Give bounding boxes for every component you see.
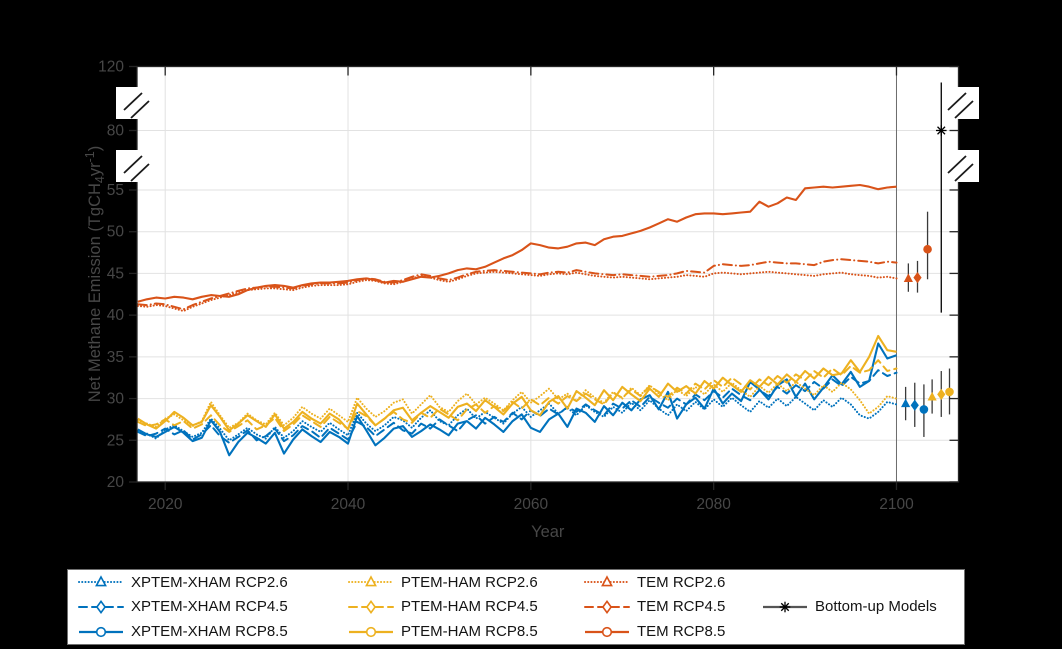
y-tick-label: 40 <box>107 307 125 324</box>
y-tick-label: 120 <box>98 59 124 76</box>
legend-label: TEM RCP8.5 <box>637 623 726 641</box>
legend-column-2: PTEM-HAM RCP2.6 PTEM-HAM RCP4.5 PTEM-HAM R… <box>348 570 538 644</box>
legend-line-sample <box>584 575 630 587</box>
legend-line-sample <box>78 575 124 587</box>
legend-item-TEM-RCP8-5: TEM RCP8.5 <box>584 619 725 644</box>
series-line-PTEM-HAM-RCP2-6 <box>136 380 898 429</box>
legend-column-1: XPTEM-XHAM RCP2.6 XPTEM-XHAM RCP4.5 XPTEM-… <box>78 570 288 644</box>
legend-line-sample <box>584 600 630 614</box>
end-marker-PTEM-HAM-RCP8-5-2100-mean <box>945 368 954 415</box>
legend-line-sample <box>79 626 123 637</box>
y-tick-label: 45 <box>107 265 124 282</box>
x-axis-label: Year <box>531 523 565 541</box>
y-tick-label: 55 <box>107 182 124 199</box>
legend-label: Bottom-up Models <box>815 598 937 616</box>
legend-item-PTEM-HAM-RCP4-5: PTEM-HAM RCP4.5 <box>348 595 538 620</box>
y-tick-label: 25 <box>107 432 124 449</box>
x-tick-label: 2020 <box>148 496 183 513</box>
legend-item-PTEM-HAM-RCP2-6: PTEM-HAM RCP2.6 <box>348 570 538 595</box>
legend-item-XPTEM-XHAM-RCP8-5: XPTEM-XHAM RCP8.5 <box>78 619 288 644</box>
legend-line-sample <box>348 575 394 587</box>
end-marker-PTEM-HAM-RCP4-5-2100-mean <box>937 371 946 417</box>
series-line-PTEM-HAM-RCP4-5 <box>136 359 898 433</box>
series-line-PTEM-HAM-RCP8-5 <box>137 334 897 432</box>
legend-column-3: TEM RCP2.6 TEM RCP4.5 TEM RCP8.5 <box>584 570 725 644</box>
end-marker-XPTEM-XHAM-RCP2-6-2100-mean <box>901 386 911 421</box>
x-tick-label: 2080 <box>696 496 731 513</box>
legend: XPTEM-XHAM RCP2.6 XPTEM-XHAM RCP4.5 XPTEM-… <box>67 569 965 645</box>
legend-label: XPTEM-XHAM RCP2.6 <box>131 573 288 591</box>
legend-label: TEM RCP4.5 <box>637 598 726 616</box>
legend-item-TEM-RCP2-6: TEM RCP2.6 <box>584 570 725 595</box>
series-line-XPTEM-XHAM-RCP2-6 <box>136 395 898 442</box>
y-tick-label: 50 <box>107 224 125 241</box>
legend-item-XPTEM-XHAM-RCP4-5: XPTEM-XHAM RCP4.5 <box>78 595 288 620</box>
legend-line-sample <box>585 626 629 637</box>
legend-line-sample <box>348 600 394 614</box>
y-tick-label: 20 <box>107 474 125 491</box>
end-marker-TEM-RCP2-6-2100-mean <box>903 263 913 292</box>
legend-line-sample <box>763 601 807 613</box>
legend-line-sample <box>78 600 124 614</box>
end-marker-XPTEM-XHAM-RCP8-5-2100-mean <box>919 384 929 437</box>
axis-box <box>129 65 960 490</box>
legend-item-PTEM-HAM-RCP8-5: PTEM-HAM RCP8.5 <box>348 619 538 644</box>
x-tick-label: 2060 <box>514 496 549 513</box>
legend-column-4: Bottom-up Models <box>762 570 937 644</box>
series-line-TEM-RCP4-5 <box>136 258 898 311</box>
end-marker-XPTEM-XHAM-RCP4-5-2100-mean <box>910 382 919 427</box>
end-marker-PTEM-HAM-RCP2-6-2100-mean <box>927 379 937 414</box>
legend-item-Bottom-up-Models: Bottom-up Models <box>762 595 937 620</box>
x-tick-label: 2100 <box>879 496 914 513</box>
y-tick-label: 35 <box>107 349 124 366</box>
legend-label: XPTEM-XHAM RCP8.5 <box>131 623 288 641</box>
tick-labels: 20 25 30 35 40 45 50 55 80 120 2020 2040 2060 2080 210… <box>98 59 914 514</box>
y-tick-label: 80 <box>107 123 125 140</box>
legend-label: PTEM-HAM RCP8.5 <box>401 623 538 641</box>
legend-item-XPTEM-XHAM-RCP2-6: XPTEM-XHAM RCP2.6 <box>78 570 288 595</box>
legend-line-sample <box>349 626 393 637</box>
series-line-TEM-RCP2-6 <box>136 270 898 312</box>
end-marker-TEM-RCP8-5-2100-mean <box>923 211 932 280</box>
legend-label: XPTEM-XHAM RCP4.5 <box>131 598 288 616</box>
axis-break-marks <box>116 87 979 182</box>
series-line-TEM-RCP8-5 <box>137 183 897 303</box>
series-line-XPTEM-XHAM-RCP4-5 <box>136 369 898 444</box>
series-line-XPTEM-XHAM-RCP8-5 <box>137 342 897 457</box>
legend-label: PTEM-HAM RCP2.6 <box>401 573 538 591</box>
legend-label: TEM RCP2.6 <box>637 573 726 591</box>
y-tick-label: 30 <box>107 391 125 408</box>
legend-item-TEM-RCP4-5: TEM RCP4.5 <box>584 595 725 620</box>
legend-label: PTEM-HAM RCP4.5 <box>401 598 538 616</box>
end-marker-TEM-RCP4-5-2100-mean <box>913 260 922 293</box>
y-axis-label: Net Methane Emission (TgCH4yr-1) <box>83 146 107 403</box>
end-marker-Bottom-up-Models <box>935 82 947 313</box>
x-tick-label: 2040 <box>331 496 366 513</box>
